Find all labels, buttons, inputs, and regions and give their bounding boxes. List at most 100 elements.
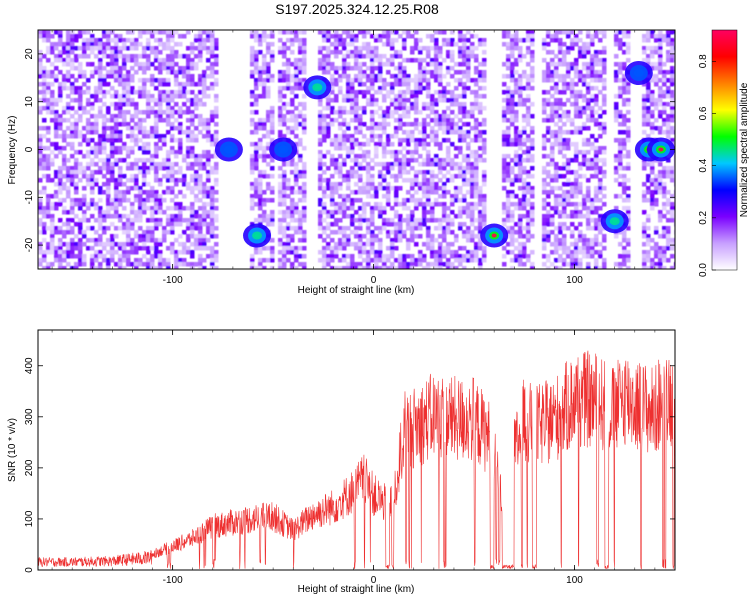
spectrogram-cell xyxy=(282,178,287,183)
spectrogram-cell xyxy=(46,174,51,179)
spectrogram-cell xyxy=(114,118,119,123)
spectrogram-cell xyxy=(178,190,183,195)
spectrogram-cell xyxy=(522,126,527,131)
spectrogram-cell xyxy=(426,106,431,111)
spectrogram-cell xyxy=(214,62,219,67)
spectrogram-cell xyxy=(198,30,203,35)
spectrogram-cell xyxy=(150,258,155,263)
spectrogram-cell xyxy=(338,110,343,115)
spectrogram-cell xyxy=(114,66,119,71)
spectrogram-cell xyxy=(434,74,439,79)
spectrogram-cell xyxy=(78,90,83,95)
spectrogram-cell xyxy=(510,122,515,127)
spectrogram-cell xyxy=(38,162,43,167)
spectrogram-cell xyxy=(578,250,583,255)
spectrogram-cell xyxy=(194,234,199,239)
spectrogram-cell xyxy=(654,50,659,55)
spectrogram-cell xyxy=(106,202,111,207)
spectrogram-cell xyxy=(654,62,659,67)
spectrogram-cell xyxy=(622,186,627,191)
spectrogram-cell xyxy=(198,166,203,171)
spectrogram-cell xyxy=(262,174,267,179)
spectrogram-cell xyxy=(62,162,67,167)
spectrogram-cell xyxy=(146,246,151,251)
spectrogram-cell xyxy=(394,38,399,43)
spectrogram-cell xyxy=(382,218,387,223)
spectrogram-cell xyxy=(334,70,339,75)
spectrogram-cell xyxy=(266,246,271,251)
spectrogram-cell xyxy=(506,210,511,215)
spectrogram-cell xyxy=(622,138,627,143)
spectrogram-cell xyxy=(642,106,647,111)
spectrogram-cell xyxy=(566,50,571,55)
spectrogram-cell xyxy=(58,190,63,195)
spectrogram-cell xyxy=(98,234,103,239)
spectrogram-cell xyxy=(390,134,395,139)
spectrogram-cell xyxy=(506,58,511,63)
spectrogram-cell xyxy=(318,186,323,191)
spectrogram-cell xyxy=(106,54,111,59)
spectrogram-cell xyxy=(134,250,139,255)
spectrogram-cell xyxy=(90,102,95,107)
spectrogram-cell xyxy=(542,90,547,95)
spectrogram-cell xyxy=(646,218,651,223)
spectrogram-cell xyxy=(358,50,363,55)
spectrogram-cell xyxy=(118,74,123,79)
spectrogram-cell xyxy=(462,70,467,75)
spectrogram-cell xyxy=(254,194,259,199)
spectrogram-cell xyxy=(354,118,359,123)
spectrogram-cell xyxy=(514,110,519,115)
spectrogram-cell xyxy=(98,142,103,147)
spectrogram-cell xyxy=(138,146,143,151)
spectrogram-cell xyxy=(398,238,403,243)
spectrogram-cell xyxy=(590,54,595,59)
spectrogram-cell xyxy=(422,74,427,79)
spectrogram-cell xyxy=(298,154,303,159)
spectrogram-cell xyxy=(122,230,127,235)
spectrogram-cell xyxy=(426,190,431,195)
spectrogram-cell xyxy=(146,166,151,171)
spectrogram-cell xyxy=(190,62,195,67)
spectrogram-cell xyxy=(350,94,355,99)
spectrogram-cell xyxy=(110,174,115,179)
spectrogram-cell xyxy=(650,246,655,251)
spectrogram-cell xyxy=(346,94,351,99)
spectrogram-cell xyxy=(266,142,271,147)
spectrogram-cell xyxy=(618,154,623,159)
spectrogram-cell xyxy=(134,230,139,235)
spectrogram-cell xyxy=(298,30,303,35)
spectrogram-cell xyxy=(578,74,583,79)
spectrogram-cell xyxy=(126,154,131,159)
spectrogram-cell xyxy=(170,138,175,143)
spectrogram-cell xyxy=(102,138,107,143)
spectrogram-cell xyxy=(566,246,571,251)
spectrogram-cell xyxy=(62,166,67,171)
spectrogram-cell xyxy=(378,142,383,147)
spectrogram-cell xyxy=(478,198,483,203)
spectrogram-cell xyxy=(62,106,67,111)
spectrogram-cell xyxy=(170,58,175,63)
spectrogram-cell xyxy=(582,158,587,163)
spectrogram-cell xyxy=(394,194,399,199)
spectrogram-cell xyxy=(466,154,471,159)
spectrogram-cell xyxy=(366,42,371,47)
spectrogram-cell xyxy=(350,222,355,227)
spectrogram-cell xyxy=(286,222,291,227)
spectrogram-cell xyxy=(182,218,187,223)
spectrogram-cell xyxy=(214,218,219,223)
spectrogram-cell xyxy=(114,126,119,131)
spectrogram-cell xyxy=(122,182,127,187)
spectrogram-cell xyxy=(554,130,559,135)
spectrogram-cell xyxy=(318,154,323,159)
spectrogram-cell xyxy=(178,42,183,47)
spectrogram-cell xyxy=(434,130,439,135)
spectrogram-cell xyxy=(122,42,127,47)
spectrogram-cell xyxy=(378,70,383,75)
spectrogram-cell xyxy=(350,110,355,115)
spectrogram-cell xyxy=(98,218,103,223)
spectrogram-cell xyxy=(170,110,175,115)
spectrogram-cell xyxy=(338,154,343,159)
spectrogram-cell xyxy=(410,154,415,159)
spectrogram-cell xyxy=(350,42,355,47)
spectrogram-cell xyxy=(618,122,623,127)
